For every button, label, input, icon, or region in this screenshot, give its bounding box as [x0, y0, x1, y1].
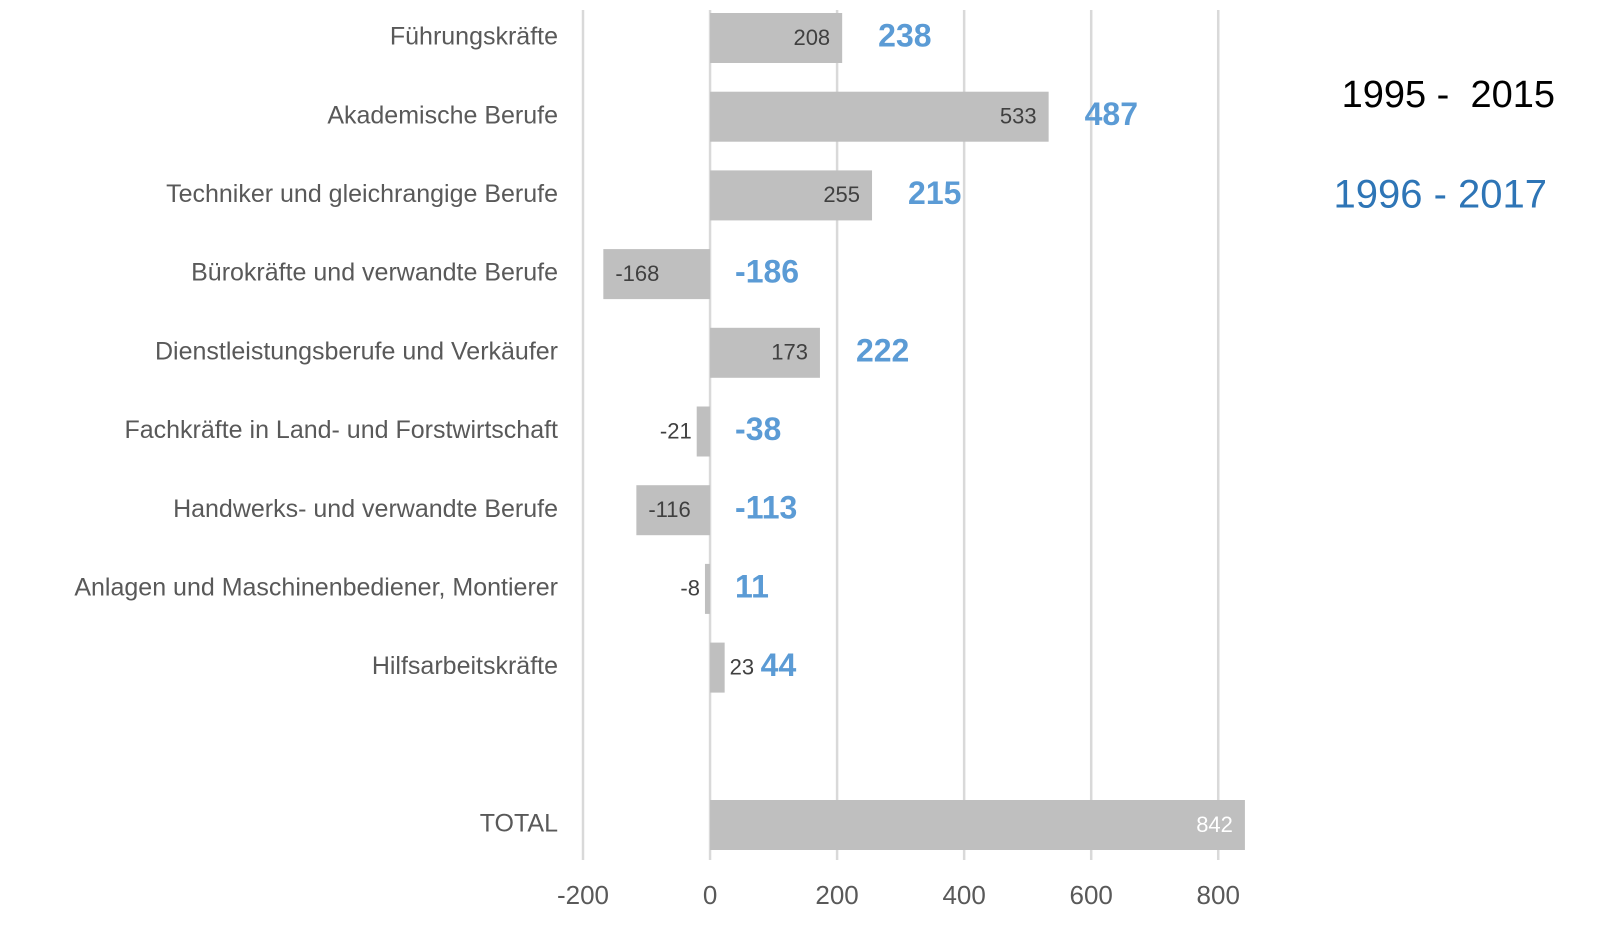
series-2-label: 44	[761, 647, 797, 683]
x-tick-label: 400	[942, 880, 985, 910]
data-label: -8	[680, 576, 700, 601]
data-label: 255	[823, 182, 860, 207]
bar	[710, 170, 873, 221]
bar	[710, 642, 725, 693]
category-label: Hilfsarbeitskräfte	[372, 652, 558, 680]
category-label: Handwerks- und verwandte Berufe	[173, 495, 558, 523]
bar	[710, 800, 1245, 850]
data-label: -21	[660, 418, 692, 443]
legend-entry: 1996 - 2017	[1333, 173, 1547, 217]
series-2-label: 11	[735, 568, 769, 604]
x-tick-label: -200	[557, 880, 609, 910]
bar	[704, 563, 711, 614]
bar	[603, 249, 711, 300]
data-label: 173	[771, 340, 808, 365]
series-2-label: 222	[856, 332, 909, 368]
series-2-label: 487	[1085, 96, 1138, 132]
bar	[710, 91, 1049, 142]
category-label: Bürokräfte und verwandte Berufe	[191, 259, 558, 287]
data-label: 533	[1000, 104, 1037, 129]
series-2-label: -38	[735, 411, 781, 447]
legend-entry: 1995 - 2015	[1342, 74, 1555, 116]
bar	[636, 485, 711, 536]
data-label: -168	[615, 261, 659, 286]
series-2-label: -113	[735, 490, 797, 526]
x-tick-label: 200	[815, 880, 858, 910]
series-2-label: 238	[878, 17, 931, 53]
category-label: Führungskräfte	[390, 23, 558, 51]
bar	[710, 327, 820, 378]
bar	[696, 406, 711, 457]
data-label: 208	[793, 25, 830, 50]
x-tick-label: 600	[1069, 880, 1112, 910]
data-label: 842	[1196, 812, 1233, 837]
category-label: Techniker und gleichrangige Berufe	[166, 180, 558, 208]
data-label: 23	[730, 654, 754, 679]
series-2-label: -186	[735, 254, 799, 290]
x-tick-label: 0	[703, 880, 717, 910]
category-label: Fachkräfte in Land- und Forstwirtschaft	[124, 416, 558, 444]
x-tick-label: 800	[1197, 880, 1240, 910]
series-2-label: 215	[908, 175, 961, 211]
category-label: TOTAL	[480, 810, 558, 838]
bar	[710, 13, 843, 63]
data-label: -116	[648, 497, 690, 522]
category-label: Anlagen und Maschinenbediener, Montierer	[74, 574, 558, 602]
category-label: Dienstleistungsberufe und Verkäufer	[155, 337, 558, 365]
category-label: Akademische Berufe	[327, 101, 558, 129]
